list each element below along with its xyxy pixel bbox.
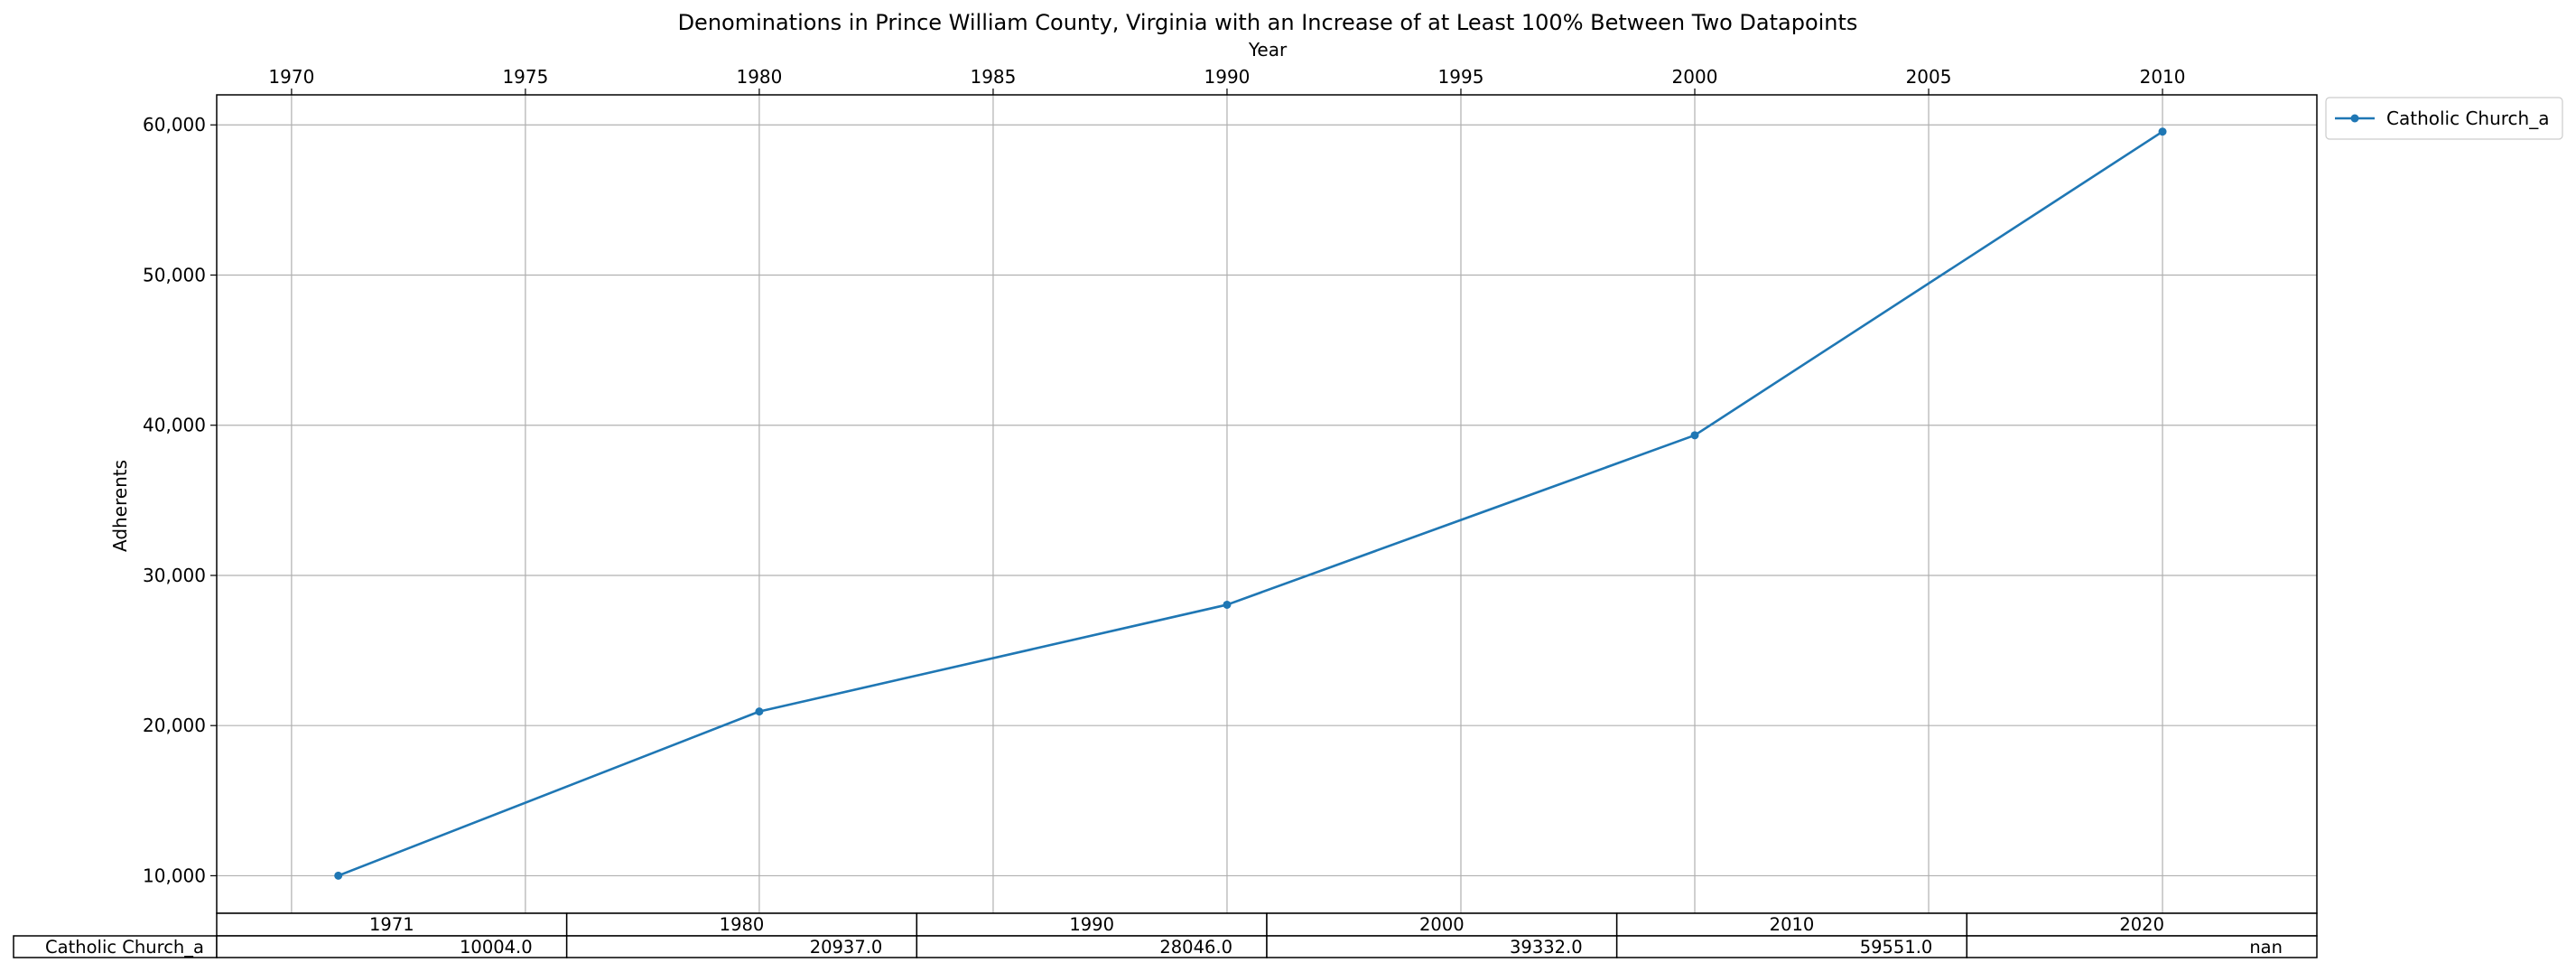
table-header-cell	[1615, 912, 1968, 937]
data-point	[2158, 127, 2167, 136]
table-cell	[1966, 935, 2318, 958]
table-row-label: Catholic Church_a	[45, 937, 204, 958]
table-cell	[565, 935, 918, 958]
x-tick-label: 1995	[1438, 66, 1484, 88]
table-cell-value: 39332.0	[1510, 937, 1583, 958]
y-axis-ticks: 10,000 20,000 30,000 40,000 50,000 60,000	[143, 114, 217, 886]
data-point	[755, 707, 764, 716]
table-cell-value: 28046.0	[1159, 937, 1232, 958]
x-tick-label: 2000	[1672, 66, 1718, 88]
chart-title: Denominations in Prince William County, …	[678, 10, 1858, 35]
x-tick-label: 2010	[2140, 66, 2186, 88]
table-cell-value: nan	[2249, 937, 2283, 958]
data-point	[1690, 431, 1699, 440]
grid-lines	[217, 95, 2317, 913]
x-tick-label: 1985	[970, 66, 1016, 88]
table-column-header: 1971	[369, 914, 414, 935]
table-column-header: 2020	[2119, 914, 2164, 935]
series-lines	[334, 127, 2167, 880]
y-tick-label: 60,000	[143, 114, 206, 136]
x-axis-label: Year	[1248, 39, 1288, 61]
y-tick-label: 50,000	[143, 264, 206, 285]
table-column-header: 2010	[1770, 914, 1815, 935]
y-tick-label: 40,000	[143, 415, 206, 436]
table-header-cell	[1966, 912, 2318, 937]
table-column-header: 2000	[1419, 914, 1465, 935]
y-tick-label: 10,000	[143, 865, 206, 886]
table-cell-value: 10004.0	[460, 937, 533, 958]
table-cell	[916, 935, 1268, 958]
legend: Catholic Church_a	[2325, 97, 2563, 140]
x-tick-label: 1990	[1204, 66, 1251, 88]
table-cell	[1266, 935, 1618, 958]
y-axis-label: Adherents	[109, 460, 131, 552]
x-tick-label: 1975	[502, 66, 548, 88]
y-tick-label: 30,000	[143, 565, 206, 586]
x-axis-ticks: 1970 1975 1980 1985 1990 1995 2000 2005 2010	[268, 66, 2186, 95]
data-point	[334, 871, 343, 880]
legend-marker-sample	[2350, 114, 2359, 123]
table-header-cell	[1266, 912, 1618, 937]
table-cell-value: 59551.0	[1860, 937, 1933, 958]
legend-label: Catholic Church_a	[2386, 107, 2549, 129]
table-cell-value: 20937.0	[810, 937, 883, 958]
data-table: 1971 1980 1990 2000 2010 2020 Catholic Church_…	[13, 912, 2318, 958]
x-tick-label: 2005	[1906, 66, 1952, 88]
data-point	[1223, 600, 1232, 609]
x-tick-label: 1980	[736, 66, 782, 88]
x-tick-label: 1970	[268, 66, 314, 88]
table-header-cell	[916, 912, 1268, 937]
y-tick-label: 20,000	[143, 715, 206, 736]
table-header-cell	[216, 912, 568, 937]
table-column-header: 1990	[1069, 914, 1114, 935]
table-column-header: 1980	[720, 914, 765, 935]
legend-box	[2325, 97, 2563, 140]
